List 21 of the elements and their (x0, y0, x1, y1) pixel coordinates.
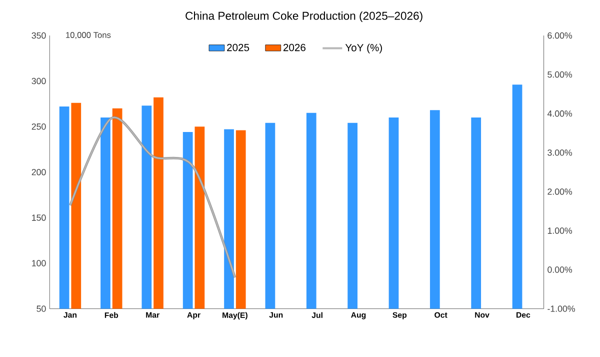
y-tick-label: 350 (32, 32, 46, 39)
y-tick-label: 300 (32, 78, 46, 84)
chart-title: China Petroleum Coke Production (2025–2026) (186, 11, 422, 22)
y-axis-title: 10,000 Tons (66, 32, 111, 39)
legend-label: 2025 (227, 44, 250, 52)
y2-tick-label: 6.00% (548, 32, 572, 39)
legend-label: YoY (%) (345, 44, 382, 54)
y-tick-label: 250 (32, 123, 46, 130)
line-series (69, 116, 236, 279)
y2-tick-label: 2.00% (548, 188, 572, 195)
y2-tick-label: 5.00% (548, 71, 572, 78)
y2-tick-label: 0.00% (548, 266, 572, 273)
y-tick-label: 150 (32, 214, 46, 221)
y-tick-label: 200 (32, 168, 46, 176)
y2-tick-label: 1.00% (548, 228, 572, 234)
legend-label: 2026 (283, 44, 306, 52)
y2-tick-label: -1.00% (548, 306, 575, 312)
y2-tick-label: 4.00% (547, 110, 572, 117)
y-tick-label: 100 (32, 260, 46, 266)
y2-tick-label: 3.00% (548, 149, 572, 156)
y-tick-label: 50 (36, 306, 46, 312)
